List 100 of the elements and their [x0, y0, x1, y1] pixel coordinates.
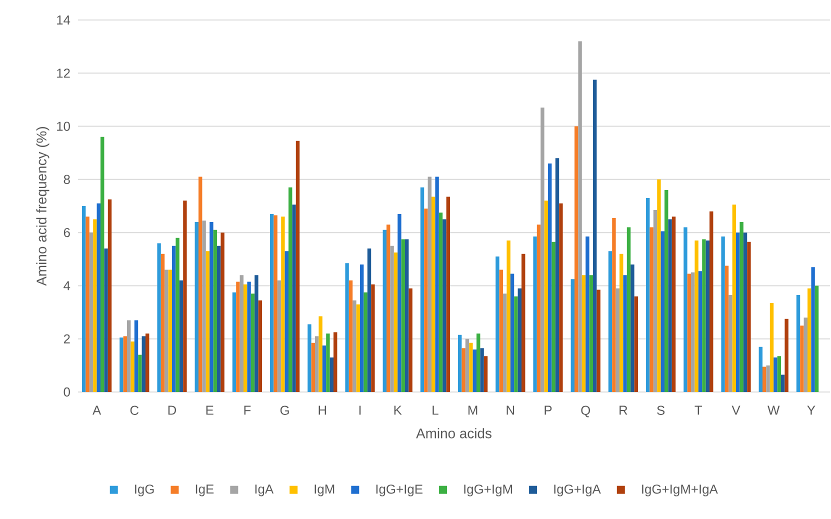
bar — [506, 240, 510, 392]
bar — [710, 211, 714, 392]
bar — [804, 318, 808, 392]
x-tick-label: N — [506, 406, 514, 415]
bar — [274, 215, 278, 392]
bar — [620, 254, 624, 392]
bar — [796, 295, 800, 392]
bar — [687, 274, 692, 392]
bar — [183, 200, 187, 392]
bar — [766, 365, 770, 392]
bar — [540, 108, 544, 392]
bar — [89, 232, 94, 392]
bar — [747, 242, 751, 392]
bar — [408, 288, 412, 392]
bar — [281, 216, 285, 392]
bar — [401, 239, 406, 392]
bar — [236, 282, 240, 392]
bar — [360, 264, 364, 392]
bar — [578, 41, 582, 392]
bar — [315, 336, 319, 392]
x-tick-label: V — [732, 406, 740, 415]
bar — [544, 200, 548, 392]
bar — [420, 187, 424, 392]
bar — [555, 158, 560, 392]
bar — [586, 236, 590, 392]
y-tick-label: 2 — [64, 334, 70, 344]
bar — [698, 271, 702, 392]
bar — [284, 251, 289, 392]
bar — [277, 280, 282, 392]
y-axis-title: Amino acid frequency (%) — [36, 127, 50, 286]
bar — [582, 275, 586, 392]
bar — [476, 334, 480, 392]
bar — [428, 176, 432, 392]
bar — [82, 206, 86, 392]
x-tick-label: H — [318, 406, 326, 415]
bar — [330, 357, 334, 392]
bar — [442, 219, 446, 392]
bar — [533, 236, 537, 392]
bar — [514, 296, 518, 392]
bar — [326, 334, 330, 392]
bar — [650, 227, 654, 392]
y-tick-label: 0 — [64, 387, 70, 397]
bar — [220, 232, 224, 392]
bar — [127, 320, 131, 392]
bar — [721, 236, 725, 392]
y-tick-label: 12 — [57, 68, 70, 78]
x-tick-label: I — [359, 406, 361, 415]
bar — [736, 232, 740, 392]
bar — [664, 190, 668, 392]
bar — [296, 140, 300, 392]
bar — [270, 214, 274, 392]
bar — [96, 203, 100, 392]
x-tick-label: T — [694, 406, 702, 415]
bar — [345, 263, 349, 392]
bar — [179, 280, 184, 392]
bar — [484, 356, 488, 392]
y-tick-label: 14 — [57, 16, 70, 24]
x-tick-label: C — [130, 406, 139, 415]
x-tick-label: Q — [581, 406, 590, 418]
x-tick-label: G — [280, 406, 289, 415]
bar — [784, 318, 788, 392]
bar — [518, 288, 522, 392]
bar — [626, 227, 631, 392]
bar — [108, 199, 112, 392]
bar — [740, 222, 744, 392]
bar — [811, 267, 815, 392]
bar — [168, 270, 172, 392]
y-tick-label: 10 — [57, 122, 70, 131]
bar — [348, 280, 353, 392]
bar — [206, 251, 210, 392]
bar — [390, 246, 394, 392]
bar — [432, 196, 436, 392]
bar — [552, 242, 556, 392]
bar — [570, 279, 575, 392]
bar — [217, 246, 221, 392]
legend-label: IgG+IgM+IgA — [642, 484, 718, 496]
bar — [356, 304, 360, 392]
bar — [172, 246, 176, 392]
bar — [250, 294, 255, 392]
bar — [386, 224, 390, 392]
bar — [548, 163, 552, 392]
bar — [424, 208, 428, 392]
x-tick-label: Y — [807, 406, 816, 415]
bar — [120, 338, 124, 392]
bar — [100, 136, 104, 392]
x-tick-label: A — [92, 406, 102, 415]
legend-label: IgM — [314, 484, 334, 496]
bar — [382, 230, 387, 392]
legend-label: IgG+IgA — [554, 484, 601, 496]
bar — [724, 266, 729, 392]
bar — [808, 288, 812, 392]
x-tick-label: W — [768, 406, 780, 415]
bar — [743, 232, 748, 392]
bar — [660, 231, 665, 392]
bar — [672, 216, 676, 392]
bar — [371, 284, 375, 392]
bar — [157, 243, 161, 392]
bar — [762, 366, 766, 392]
bar — [574, 126, 578, 392]
legend-label: IgE — [196, 484, 214, 496]
